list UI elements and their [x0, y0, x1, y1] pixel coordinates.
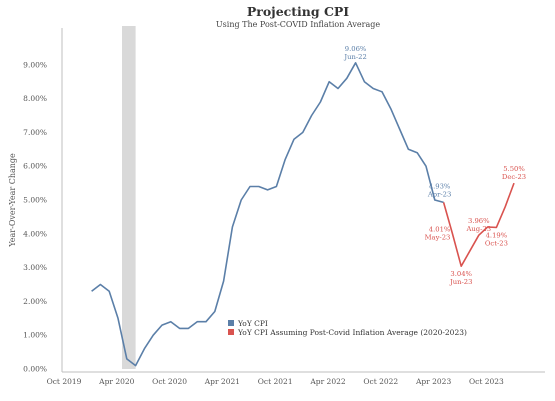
annotation-value: 4.93% [429, 182, 451, 190]
x-tick-label: Oct 2021 [258, 377, 293, 386]
y-tick-label: 5.00% [23, 196, 47, 205]
annotation-date: Oct-23 [485, 239, 508, 247]
axes [61, 28, 545, 373]
covid-shaded-region [122, 26, 136, 369]
x-tick-label: Oct 2019 [47, 377, 82, 386]
annotation-date: May-23 [425, 233, 451, 241]
y-tick-label: 3.00% [23, 263, 47, 272]
annotation-date: Dec-23 [502, 173, 526, 181]
x-tick-label: Oct 2022 [363, 377, 398, 386]
y-tick-label: 7.00% [23, 128, 47, 137]
y-tick-label: 6.00% [23, 162, 47, 171]
series-line-yoy-cpi [91, 61, 444, 367]
legend-swatch-projected-cpi [228, 329, 234, 335]
y-tick-label: 8.00% [23, 94, 47, 103]
x-tick-label: Oct 2023 [469, 377, 504, 386]
chart-title: Projecting CPI [247, 4, 349, 19]
annotation-value: 3.04% [450, 270, 472, 278]
legend-swatch-yoy-cpi [228, 320, 234, 326]
recession-shading [122, 26, 136, 369]
x-tick-label: Apr 2022 [309, 377, 346, 386]
y-tick-labels: 0.00% 1.00% 2.00% 3.00% 4.00% 5.00% 6.00% 7.00%… [23, 60, 47, 373]
y-tick-label: 0.00% [23, 365, 47, 374]
y-tick-label: 2.00% [23, 297, 47, 306]
annotation-value: 3.96% [468, 217, 490, 225]
annotation-value: 5.50% [503, 165, 525, 173]
x-tick-label: Apr 2023 [415, 377, 452, 386]
x-tick-label: Apr 2020 [98, 377, 135, 386]
annotation-date: Jun-22 [343, 53, 366, 61]
annotation-value: 4.01% [429, 225, 451, 233]
y-axis-title: Year-Over-Year Change [8, 153, 17, 248]
annotation-date: Jun-23 [449, 278, 472, 286]
annotation-date: Apr-23 [427, 190, 451, 198]
series-line-projected-cpi [442, 182, 515, 268]
y-tick-label: 9.00% [23, 60, 47, 69]
legend-label-projected-cpi: YoY CPI Assuming Post-Covid Inflation Av… [237, 328, 467, 337]
x-tick-label: Oct 2020 [152, 377, 187, 386]
legend-label-yoy-cpi: YoY CPI [237, 319, 268, 328]
annotation-date: Aug-23 [466, 225, 492, 233]
series-lines [91, 61, 515, 367]
annotation-value: 4.19% [486, 231, 508, 239]
legend: YoY CPI YoY CPI Assuming Post-Covid Infl… [228, 319, 467, 337]
data-annotations: 9.06%Jun-22 4.93%Apr-23 4.01%May-23 3.04%Ju… [343, 45, 526, 286]
y-tick-label: 4.00% [23, 229, 47, 238]
chart-subtitle: Using The Post-COVID Inflation Average [216, 20, 380, 29]
x-tick-labels: Oct 2019 Apr 2020 Oct 2020 Apr 2021 Oct 2021… [47, 377, 504, 386]
x-tick-label: Apr 2021 [204, 377, 240, 386]
y-tick-label: 1.00% [23, 331, 47, 340]
annotation-value: 9.06% [345, 45, 367, 53]
